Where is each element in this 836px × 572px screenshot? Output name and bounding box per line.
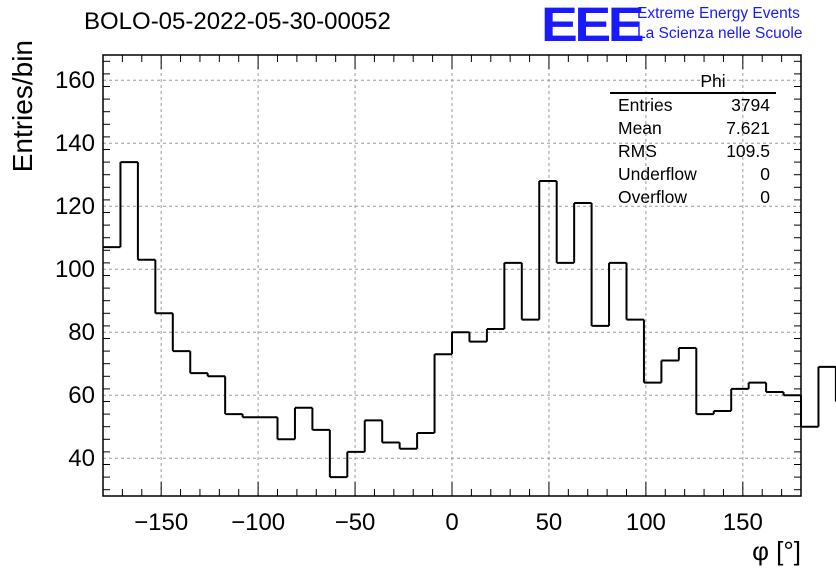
stats-row-overflow: Overflow 0 [610,186,776,209]
eee-logo: EEE [541,0,645,52]
logo-line-1: Extreme Energy Events [637,5,800,22]
stats-value: 3794 [731,95,770,115]
x-axis-ticks [102,55,802,496]
stats-row-underflow: Underflow 0 [610,163,776,186]
y-tick-label: 140 [55,130,95,157]
y-tick-labels: 40 60 80 100 120 140 160 [55,67,95,472]
stats-row-entries: Entries 3794 [610,94,776,117]
stats-label: RMS [618,141,657,161]
stats-label: Entries [618,95,673,115]
y-tick-label: 100 [55,256,95,283]
stats-label: Overflow [618,187,688,207]
x-tick-label: 100 [626,509,666,536]
grid-lines [103,55,801,496]
x-axis-title: φ [°] [752,536,801,566]
x-tick-label: 0 [445,509,458,536]
logo-caption: Extreme Energy Events La Scienza nelle S… [637,4,802,44]
y-tick-label: 60 [68,382,95,409]
stats-value: 0 [760,164,770,184]
y-tick-label: 40 [68,445,95,472]
stats-value: 109.5 [726,141,770,161]
x-tick-label: −100 [231,509,285,536]
y-tick-label: 120 [55,193,95,220]
stats-value: 0 [760,187,770,207]
x-tick-label: −150 [134,509,188,536]
x-tick-labels: −150 −100 −50 0 50 100 150 [134,509,763,536]
stats-label: Mean [618,118,662,138]
histogram-bins [103,161,836,479]
stats-row-mean: Mean 7.621 [610,117,776,140]
x-tick-label: 150 [723,509,763,536]
stats-label: Underflow [618,164,697,184]
y-axis-ticks [103,60,801,491]
stats-box: Phi Entries 3794 Mean 7.621 RMS 109.5 Underflo… [610,70,776,209]
stats-value: 7.621 [726,118,770,138]
stats-row-rms: RMS 109.5 [610,140,776,163]
x-tick-label: 50 [536,509,563,536]
chart-title: BOLO-05-2022-05-30-00052 [84,8,391,35]
x-tick-label: −50 [335,509,376,536]
y-tick-label: 80 [68,319,95,346]
logo-line-2: La Scienza nelle Scuole [637,25,803,42]
y-tick-label: 160 [55,67,95,94]
y-axis-title: Entries/bin [7,40,38,172]
stats-box-title: Phi [610,70,776,94]
